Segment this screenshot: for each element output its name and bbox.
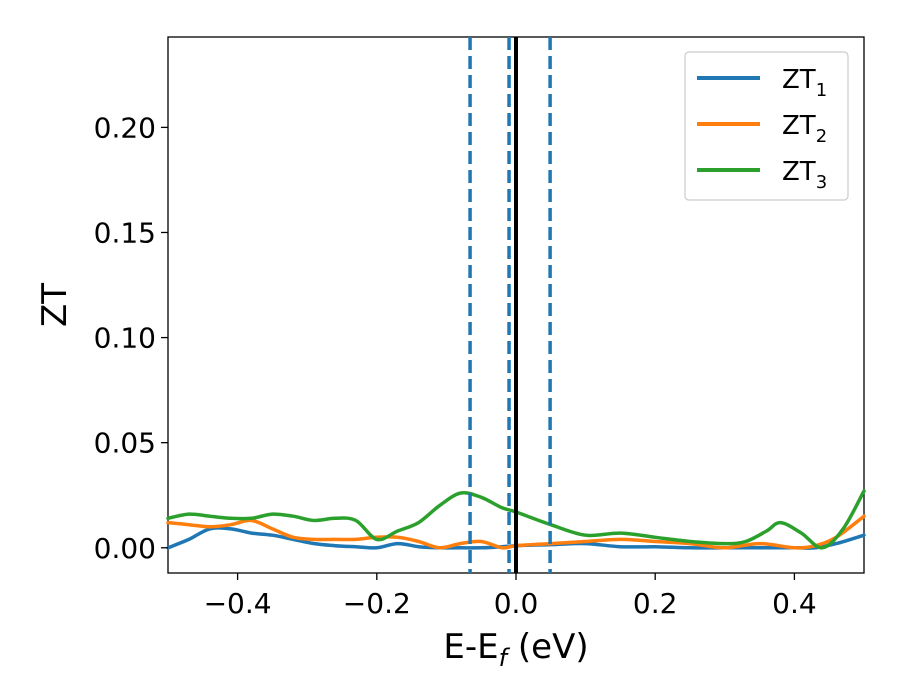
series-line-zt3 — [166, 489, 866, 550]
legend-label-zt3: ZT3 — [782, 157, 827, 193]
legend-label-zt1: ZT1 — [782, 65, 827, 101]
y-tick-label: 0.10 — [94, 322, 156, 355]
y-tick-label: 0.05 — [94, 427, 156, 460]
legend-box — [684, 51, 849, 201]
y-axis-label: ZT — [35, 283, 75, 327]
x-tick-label: −0.4 — [204, 587, 272, 620]
series-line-zt2 — [166, 514, 866, 550]
x-tick-label: 0.2 — [633, 587, 678, 620]
x-axis-ticks: −0.4 −0.2 0.0 0.2 0.4 — [204, 573, 817, 620]
x-tick-label: −0.2 — [343, 587, 411, 620]
data-series — [166, 37, 866, 573]
y-axis-ticks: 0.00 0.05 0.10 0.15 0.20 — [94, 111, 168, 565]
y-tick-label: 0.15 — [94, 216, 156, 249]
x-axis-label: E-Ef (eV) — [443, 627, 588, 672]
x-tick-label: 0.4 — [772, 587, 817, 620]
y-tick-label: 0.00 — [94, 532, 156, 565]
y-tick-label: 0.20 — [94, 111, 156, 144]
legend-label-zt2: ZT2 — [782, 111, 827, 147]
legend: ZT1 ZT2 ZT3 — [684, 51, 849, 201]
x-tick-label: 0.0 — [494, 587, 539, 620]
